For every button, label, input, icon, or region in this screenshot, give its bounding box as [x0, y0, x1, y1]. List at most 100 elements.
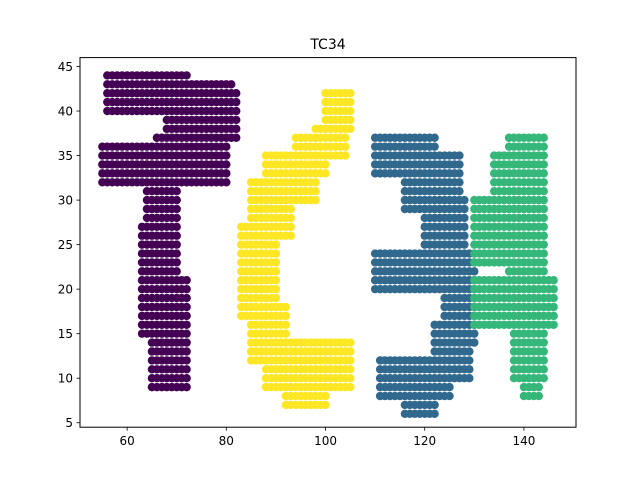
x-tick-label: 60	[119, 434, 134, 448]
data-point-series-2	[271, 267, 281, 276]
data-point-series-2	[286, 160, 295, 169]
data-point-series-4	[539, 178, 548, 187]
data-point-series-2	[271, 240, 281, 249]
data-point-series-1	[147, 142, 157, 151]
data-point-series-3	[430, 400, 439, 410]
data-point-series-3	[430, 133, 439, 142]
data-point-series-2	[271, 276, 281, 285]
data-point-series-4	[539, 258, 548, 267]
data-point-series-1	[182, 329, 191, 338]
data-point-series-1	[182, 374, 191, 383]
data-point-series-3	[435, 329, 444, 338]
data-point-series-1	[182, 365, 191, 374]
data-point-series-4	[539, 267, 548, 276]
data-point-series-1	[147, 151, 157, 160]
data-point-series-2	[271, 284, 281, 294]
data-point-series-3	[430, 142, 439, 151]
data-point-series-4	[539, 169, 548, 178]
data-point-series-3	[460, 213, 469, 223]
data-point-series-1	[182, 382, 191, 392]
data-point-series-4	[539, 142, 548, 151]
y-tick-label: 45	[58, 60, 73, 74]
data-point-series-2	[306, 133, 315, 142]
data-point-series-4	[549, 302, 558, 312]
chart-title: TC34	[309, 37, 345, 53]
data-point-series-2	[346, 97, 355, 107]
data-point-series-2	[346, 356, 355, 365]
data-point-series-1	[182, 356, 191, 365]
data-point-series-2	[321, 160, 330, 169]
y-tick-label: 20	[58, 282, 73, 296]
data-point-series-1	[172, 222, 181, 232]
data-point-series-3	[470, 267, 479, 276]
data-point-series-2	[281, 311, 291, 321]
data-point-series-3	[415, 267, 424, 276]
data-point-series-1	[172, 204, 181, 214]
data-point-series-1	[182, 338, 191, 347]
data-point-series-1	[232, 124, 241, 134]
data-point-series-3	[470, 338, 479, 347]
data-point-series-4	[539, 160, 548, 169]
data-point-series-3	[425, 356, 434, 365]
data-point-series-1	[232, 115, 241, 125]
data-point-series-4	[539, 231, 548, 240]
data-point-series-4	[539, 186, 548, 196]
data-point-series-3	[425, 374, 434, 383]
data-point-series-1	[182, 347, 191, 356]
x-axis: 60 80 100 120 140	[119, 427, 535, 448]
data-point-series-1	[222, 151, 231, 160]
data-point-series-4	[539, 249, 548, 258]
data-point-series-1	[157, 133, 167, 142]
data-point-series-4	[539, 204, 548, 214]
data-point-series-1	[172, 267, 181, 276]
data-point-series-4	[539, 329, 548, 338]
data-point-series-2	[346, 338, 355, 347]
plot-frame	[79, 57, 577, 428]
data-point-series-4	[539, 374, 548, 383]
data-point-series-2	[346, 365, 355, 374]
data-point-series-1	[232, 106, 241, 116]
y-tick-label: 30	[58, 193, 73, 207]
x-tick-label: 100	[314, 434, 337, 448]
data-point-series-2	[306, 151, 315, 160]
data-point-series-1	[172, 231, 181, 240]
data-point-series-3	[460, 204, 469, 214]
data-point-series-2	[286, 169, 295, 178]
data-point-series-4	[549, 276, 558, 285]
data-point-series-2	[341, 151, 350, 160]
data-point-series-1	[172, 249, 181, 258]
data-point-series-2	[321, 169, 330, 178]
y-tick-label: 40	[58, 104, 73, 118]
data-point-series-4	[539, 222, 548, 232]
data-point-series-2	[281, 329, 291, 338]
data-point-series-2	[346, 347, 355, 356]
data-point-series-2	[346, 115, 355, 125]
y-axis: 5 10 15 20 25 30 35 40 45	[58, 60, 80, 430]
y-tick-label: 25	[58, 238, 73, 252]
x-tick-label: 120	[413, 434, 436, 448]
data-point-series-3	[455, 178, 464, 187]
data-point-series-1	[222, 178, 231, 187]
data-point-series-1	[222, 160, 231, 169]
data-point-series-2	[311, 178, 320, 187]
data-point-series-4	[539, 213, 548, 223]
data-point-series-4	[539, 195, 548, 205]
data-point-series-4	[534, 382, 543, 392]
data-point-series-3	[465, 365, 474, 374]
data-point-series-2	[311, 186, 320, 196]
data-point-series-2	[271, 258, 281, 267]
data-point-series-2	[286, 204, 295, 214]
data-point-series-1	[227, 80, 236, 89]
data-point-series-3	[445, 391, 454, 401]
data-point-series-2	[341, 142, 350, 151]
data-point-series-3	[465, 356, 474, 365]
data-point-series-2	[256, 195, 266, 205]
data-point-series-1	[182, 311, 191, 321]
y-tick-label: 10	[58, 372, 73, 386]
data-point-series-2	[241, 222, 251, 232]
data-point-series-4	[549, 311, 558, 321]
data-point-series-4	[485, 195, 494, 205]
data-point-series-3	[465, 374, 474, 383]
data-point-series-3	[455, 160, 464, 169]
